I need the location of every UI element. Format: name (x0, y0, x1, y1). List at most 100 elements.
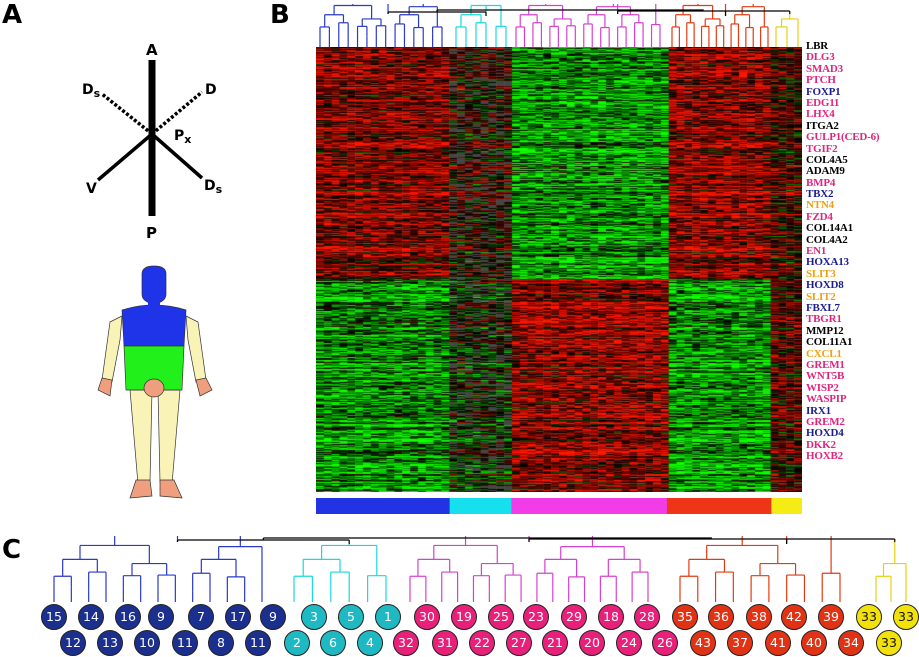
gene-label: FZD4 (806, 210, 833, 223)
gene-label: IRX1 (806, 404, 831, 417)
gene-label: SMAD3 (806, 62, 843, 75)
sample-circle-blue: 12 (60, 630, 86, 656)
axis-label-ds-lower: Ds (204, 178, 223, 196)
gene-label: ADAM9 (806, 165, 845, 178)
sample-circle-blue: 8 (208, 630, 234, 656)
sample-circle-red: 34 (838, 630, 864, 656)
gene-label: GULP1(CED-6) (806, 131, 880, 144)
axis-label-ventral: V (86, 181, 97, 197)
sample-circle-pink: 19 (451, 604, 477, 630)
cluster-bar-magenta (511, 498, 668, 514)
sample-circle-yellow: 33 (876, 630, 902, 656)
sample-circle-yellow: 33 (856, 604, 882, 630)
expression-heatmap (316, 47, 802, 492)
sample-circle-blue: 16 (115, 604, 141, 630)
gene-label: DKK2 (806, 438, 836, 451)
axis-label-px: Px (174, 128, 191, 146)
gene-label: HOXA13 (806, 256, 849, 269)
gene-label: DLG3 (806, 51, 835, 64)
sample-circle-pink: 18 (598, 604, 624, 630)
gene-label: LHX4 (806, 108, 835, 121)
sample-circle-pink: 29 (561, 604, 587, 630)
gene-label: FBXL7 (806, 301, 840, 314)
axis-label-dorsal: D (205, 82, 217, 98)
right-foot (159, 479, 183, 499)
gene-label: TBGR1 (806, 313, 842, 326)
gene-label: GREM2 (806, 415, 845, 428)
sample-circle-red: 39 (818, 604, 844, 630)
sample-circle-blue: 9 (148, 604, 174, 630)
gene-label: COL4A5 (806, 153, 848, 166)
panel-a-letter: A (2, 0, 23, 30)
sample-circle-pink: 22 (469, 630, 495, 656)
sample-circle-red: 43 (690, 630, 716, 656)
gene-label: WNT5B (806, 370, 845, 383)
right-leg (157, 389, 181, 485)
cluster-bar-cyan (449, 498, 512, 514)
neck (148, 300, 160, 310)
torso-lower (123, 345, 185, 391)
gene-label: COL4A2 (806, 233, 848, 246)
sample-circle-blue: 17 (225, 604, 251, 630)
left-leg (129, 389, 153, 485)
gene-label: NTN4 (806, 199, 834, 212)
gene-label: LBR (806, 40, 829, 52)
gene-label: FOXP1 (806, 85, 841, 98)
sample-circle-cyan: 4 (357, 630, 383, 656)
ds-axis-lower (150, 132, 204, 180)
gene-label: HOXD8 (806, 279, 844, 292)
sample-circle-pink: 21 (542, 630, 568, 656)
sample-circle-cyan: 3 (301, 604, 327, 630)
sample-circle-blue: 14 (78, 604, 104, 630)
sample-circle-red: 35 (672, 604, 698, 630)
gene-label: EDG11 (806, 96, 840, 109)
body-axes-diagram: A P Ds D V Ds Px (82, 41, 223, 242)
sample-circle-red: 38 (746, 604, 772, 630)
sample-circle-blue: 9 (260, 604, 286, 630)
sample-dendrogram (53, 536, 907, 602)
left-hand (97, 377, 113, 397)
gene-label: PTCH (806, 74, 836, 87)
genital-region (143, 378, 165, 398)
sample-circle-pink: 25 (488, 604, 514, 630)
gene-label: SLIT2 (806, 290, 836, 303)
left-foot (129, 479, 153, 499)
sample-circle-pink: 23 (523, 604, 549, 630)
sample-circle-blue: 13 (97, 630, 123, 656)
sample-circle-blue: 7 (188, 604, 214, 630)
sample-circle-cyan: 2 (284, 630, 310, 656)
heatmap-top-dendrogram (319, 4, 799, 48)
sample-circle-red: 37 (727, 630, 753, 656)
sample-circle-cyan: 1 (375, 604, 401, 630)
cluster-bar-red (666, 498, 772, 514)
gene-label: CXCL1 (806, 347, 842, 360)
gene-label: TGIF2 (806, 142, 838, 155)
gene-label: GREM1 (806, 358, 845, 371)
ds-axis-dotted (100, 92, 154, 136)
gene-label: ITGA2 (806, 119, 839, 132)
sample-circle-red: 36 (708, 604, 734, 630)
gene-label: WASPIP (806, 393, 847, 406)
gene-label: EN1 (806, 245, 827, 258)
axis-label-posterior: P (146, 224, 157, 242)
torso-upper (121, 304, 187, 347)
sample-circle-pink: 31 (432, 630, 458, 656)
dorsal-axis-dotted (150, 90, 204, 136)
sample-circle-red: 40 (801, 630, 827, 656)
gene-label: SLIT3 (806, 267, 836, 280)
panel-c-letter: C (2, 535, 22, 565)
sample-circle-pink: 26 (652, 630, 678, 656)
sample-circle-blue: 15 (41, 604, 67, 630)
axis-label-ds-upper: Ds (82, 82, 101, 100)
ventral-axis (96, 132, 154, 182)
sample-circle-red: 41 (765, 630, 791, 656)
sample-circle-blue: 11 (172, 630, 198, 656)
cluster-bar-blue (316, 498, 451, 514)
left-arm (101, 315, 123, 383)
gene-label: HOXD4 (806, 427, 844, 440)
right-arm (185, 315, 207, 383)
sample-circle-pink: 27 (506, 630, 532, 656)
gene-label: BMP4 (806, 176, 836, 189)
sample-circle-pink: 20 (579, 630, 605, 656)
sample-circle-pink: 30 (414, 604, 440, 630)
